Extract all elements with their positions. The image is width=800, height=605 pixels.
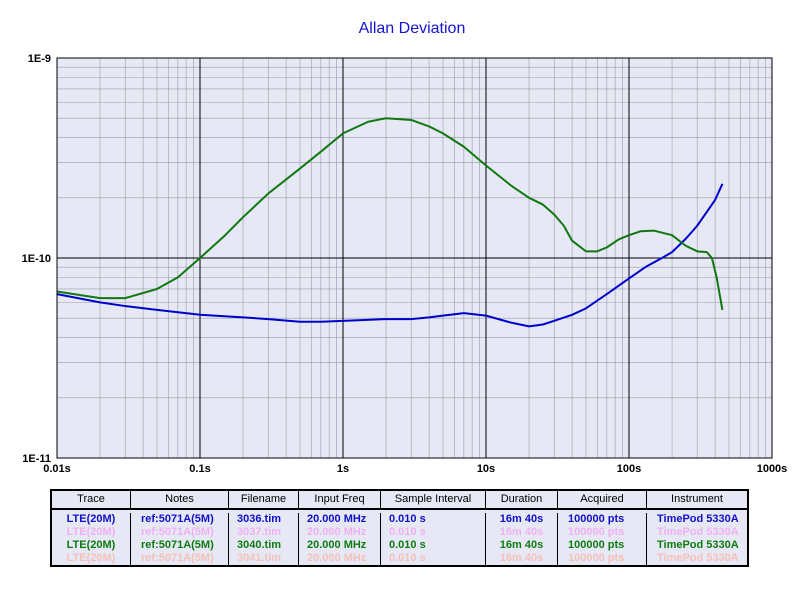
legend-instrument: TimePod 5330A [657, 526, 739, 538]
legend-trace: LTE(20M) [52, 539, 131, 552]
legend-duration: 16m 40s [486, 552, 558, 565]
legend-notes: ref:5071A(5M) [131, 526, 229, 539]
y-tick-label: 1E-9 [28, 53, 51, 65]
header-acquired: Acquired [558, 491, 647, 508]
legend-duration: 16m 40s [486, 513, 558, 526]
legend-rows: LTE(20M) ref:5071A(5M) 3036.tim 20.000 M… [52, 510, 747, 565]
legend-trace: LTE(20M) [52, 526, 131, 539]
y-tick-label: 1E-11 [22, 453, 51, 465]
legend-acquired: 100000 pts [558, 539, 647, 552]
legend-sample-interval: 0.010 s [381, 513, 486, 526]
legend-instrument: TimePod 5330A [657, 539, 739, 551]
legend-row[interactable]: LTE(20M) ref:5071A(5M) 3041.tim 20.000 M… [52, 552, 747, 565]
legend-row[interactable]: LTE(20M) ref:5071A(5M) 3040.tim 20.000 M… [52, 539, 747, 552]
legend-input-freq: 20.000 MHz [299, 513, 381, 526]
legend-sample-interval: 0.010 s [381, 539, 486, 552]
legend-trace: LTE(20M) [52, 513, 131, 526]
y-tick-label: 1E-10 [22, 253, 51, 265]
legend-filename: 3040.tim [229, 539, 299, 552]
x-tick-label: 1s [337, 463, 349, 475]
legend-acquired: 100000 pts [558, 552, 647, 565]
header-duration: Duration [486, 491, 558, 508]
header-notes: Notes [131, 491, 229, 508]
legend-instrument: TimePod 5330A [657, 513, 739, 525]
legend-filename: 3036.tim [229, 513, 299, 526]
y-axis-tick-labels: 1E-11 1E-10 1E-9 [22, 53, 51, 465]
x-tick-label: 0.1s [189, 463, 210, 475]
chart-title: Allan Deviation [359, 20, 466, 37]
header-trace: Trace [52, 491, 131, 508]
header-sample-interval: Sample Interval [381, 491, 486, 508]
x-tick-label: 0.01s [43, 463, 71, 475]
legend-duration: 16m 40s [486, 526, 558, 539]
trace-legend-table: Trace Notes Filename Input Freq Sample I… [50, 489, 749, 567]
legend-notes: ref:5071A(5M) [131, 552, 229, 565]
x-axis-tick-labels: 0.01s 0.1s 1s 10s 100s 1000s [43, 463, 787, 475]
x-tick-label: 10s [477, 463, 495, 475]
legend-duration: 16m 40s [486, 539, 558, 552]
header-filename: Filename [229, 491, 299, 508]
header-instrument: Instrument [671, 493, 723, 505]
legend-row[interactable]: LTE(20M) ref:5071A(5M) 3036.tim 20.000 M… [52, 513, 747, 526]
series-line-2 [56, 117, 724, 311]
legend-notes: ref:5071A(5M) [131, 513, 229, 526]
legend-sample-interval: 0.010 s [381, 526, 486, 539]
legend-input-freq: 20.000 MHz [299, 552, 381, 565]
legend-acquired: 100000 pts [558, 526, 647, 539]
legend-input-freq: 20.000 MHz [299, 539, 381, 552]
legend-notes: ref:5071A(5M) [131, 539, 229, 552]
legend-trace: LTE(20M) [52, 552, 131, 565]
legend-filename: 3041.tim [229, 552, 299, 565]
legend-filename: 3037.tim [229, 526, 299, 539]
x-tick-label: 1000s [757, 463, 788, 475]
legend-row[interactable]: LTE(20M) ref:5071A(5M) 3037.tim 20.000 M… [52, 526, 747, 539]
legend-input-freq: 20.000 MHz [299, 526, 381, 539]
series-line-1 [56, 183, 724, 328]
x-tick-label: 100s [617, 463, 641, 475]
plot-frame [56, 57, 773, 459]
legend-header-row: Trace Notes Filename Input Freq Sample I… [52, 491, 747, 510]
legend-acquired: 100000 pts [558, 513, 647, 526]
legend-instrument: TimePod 5330A [657, 552, 739, 564]
header-input-freq: Input Freq [299, 491, 381, 508]
series-layer [56, 117, 724, 328]
legend-sample-interval: 0.010 s [381, 552, 486, 565]
